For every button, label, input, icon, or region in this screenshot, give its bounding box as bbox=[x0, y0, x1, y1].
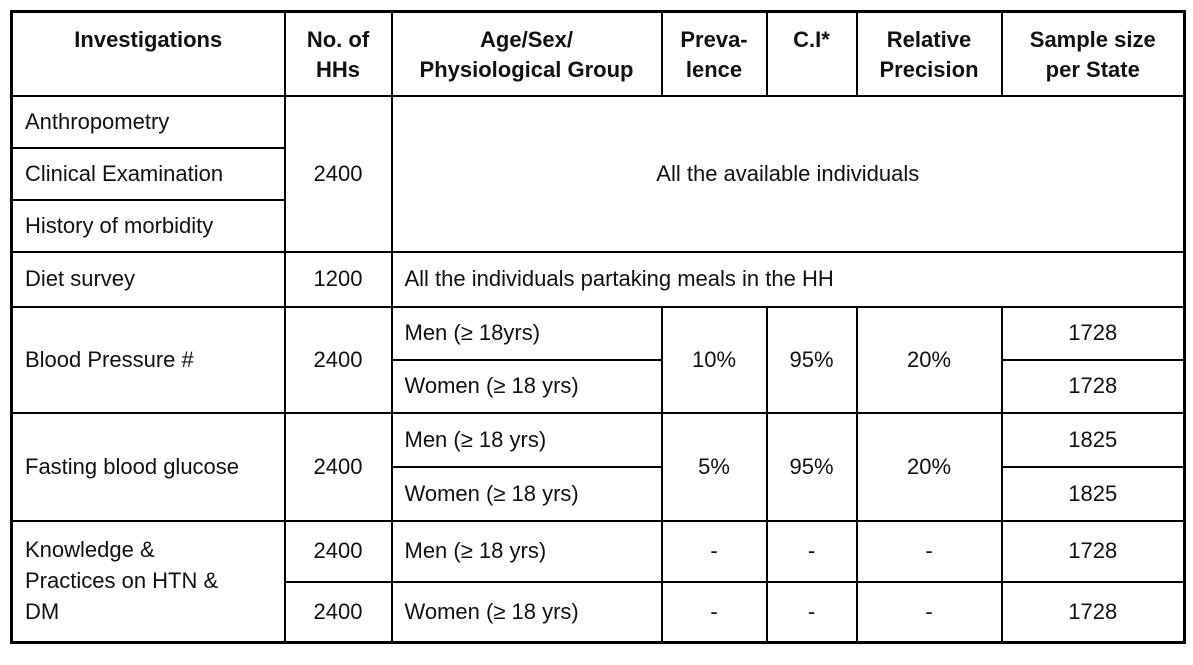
row-anthropometry: Anthropometry 2400 All the available ind… bbox=[10, 94, 1186, 253]
cell-knowledge-men-hhs: 2400 bbox=[283, 519, 393, 583]
cell-diet-hhs: 1200 bbox=[283, 250, 393, 308]
cell-fbg-relative-precision: 20% bbox=[855, 411, 1003, 522]
cell-knowledge-women-prevalence: - bbox=[660, 580, 768, 644]
cell-knowledge-men-relative-precision: - bbox=[855, 519, 1003, 583]
cell-bp-prevalence: 10% bbox=[660, 305, 768, 414]
header-age-sex-group: Age/Sex/ Physiological Group bbox=[390, 10, 663, 97]
header-sample-size: Sample size per State bbox=[1000, 10, 1186, 97]
cell-fbg-women-sample: 1825 bbox=[1000, 465, 1186, 522]
cell-diet-survey: Diet survey bbox=[10, 250, 286, 308]
cell-fbg-prevalence: 5% bbox=[660, 411, 768, 522]
row-knowledge-men: Knowledge & Practices on HTN & DM 2400 M… bbox=[10, 519, 1186, 644]
cell-blood-pressure: Blood Pressure # bbox=[10, 305, 286, 414]
cell-bp-relative-precision: 20% bbox=[855, 305, 1003, 414]
row-blood-pressure-women: Women (≥ 18 yrs) 1728 bbox=[12, 358, 1186, 414]
cell-knowledge-men: Men (≥ 18 yrs) bbox=[390, 519, 663, 583]
row-history-of-morbidity: History of morbidity bbox=[10, 198, 1185, 253]
cell-diet-note: All the individuals partaking meals in t… bbox=[390, 250, 1186, 308]
header-row: Investigations No. of HHs Age/Sex/ Physi… bbox=[10, 10, 1186, 97]
cell-group-hhs: 2400 bbox=[283, 94, 393, 253]
cell-fbg-hhs: 2400 bbox=[283, 411, 393, 522]
cell-knowledge-women-ci: - bbox=[765, 580, 858, 644]
row-clinical-examination: Clinical Examination bbox=[10, 146, 1185, 201]
cell-knowledge-women: Women (≥ 18 yrs) bbox=[390, 580, 663, 644]
cell-fbg-men: Men (≥ 18 yrs) bbox=[390, 411, 663, 468]
cell-bp-men-sample: 1728 bbox=[1000, 305, 1186, 361]
row-diet-survey: Diet survey 1200 All the individuals par… bbox=[10, 250, 1186, 308]
cell-history-of-morbidity: History of morbidity bbox=[10, 198, 286, 253]
cell-knowledge-women-relative-precision: - bbox=[855, 580, 1003, 644]
survey-design-table: Investigations No. of HHs Age/Sex/ Physi… bbox=[10, 10, 1186, 644]
cell-bp-ci: 95% bbox=[765, 305, 858, 414]
cell-bp-women: Women (≥ 18 yrs) bbox=[390, 358, 663, 414]
cell-knowledge-men-sample: 1728 bbox=[1000, 519, 1186, 583]
header-ci: C.I* bbox=[765, 10, 858, 97]
header-relative-precision: Relative Precision bbox=[855, 10, 1003, 97]
row-knowledge-women: 2400 Women (≥ 18 yrs) - - - 1728 bbox=[12, 580, 1186, 644]
cell-fbg-women: Women (≥ 18 yrs) bbox=[390, 465, 663, 522]
cell-fbg-ci: 95% bbox=[765, 411, 858, 522]
cell-knowledge: Knowledge & Practices on HTN & DM bbox=[10, 519, 286, 644]
cell-knowledge-men-prevalence: - bbox=[660, 519, 768, 583]
cell-knowledge-men-ci: - bbox=[765, 519, 858, 583]
row-fasting-glucose-men: Fasting blood glucose 2400 Men (≥ 18 yrs… bbox=[10, 411, 1186, 522]
cell-knowledge-women-hhs: 2400 bbox=[283, 580, 393, 644]
cell-bp-hhs: 2400 bbox=[283, 305, 393, 414]
cell-bp-women-sample: 1728 bbox=[1000, 358, 1186, 414]
cell-clinical-examination: Clinical Examination bbox=[10, 146, 286, 201]
row-blood-pressure-men: Blood Pressure # 2400 Men (≥ 18yrs) 10% … bbox=[10, 305, 1186, 414]
cell-anthropometry: Anthropometry bbox=[10, 94, 286, 149]
cell-knowledge-women-sample: 1728 bbox=[1000, 580, 1186, 644]
row-fasting-glucose-women: Women (≥ 18 yrs) 1825 bbox=[12, 465, 1186, 522]
header-no-of-hhs: No. of HHs bbox=[283, 10, 393, 97]
cell-bp-men: Men (≥ 18yrs) bbox=[390, 305, 663, 361]
cell-group-note: All the available individuals bbox=[390, 94, 1186, 253]
header-prevalence: Preva- lence bbox=[660, 10, 768, 97]
header-investigations: Investigations bbox=[10, 10, 286, 97]
cell-fasting-glucose: Fasting blood glucose bbox=[10, 411, 286, 522]
cell-fbg-men-sample: 1825 bbox=[1000, 411, 1186, 468]
